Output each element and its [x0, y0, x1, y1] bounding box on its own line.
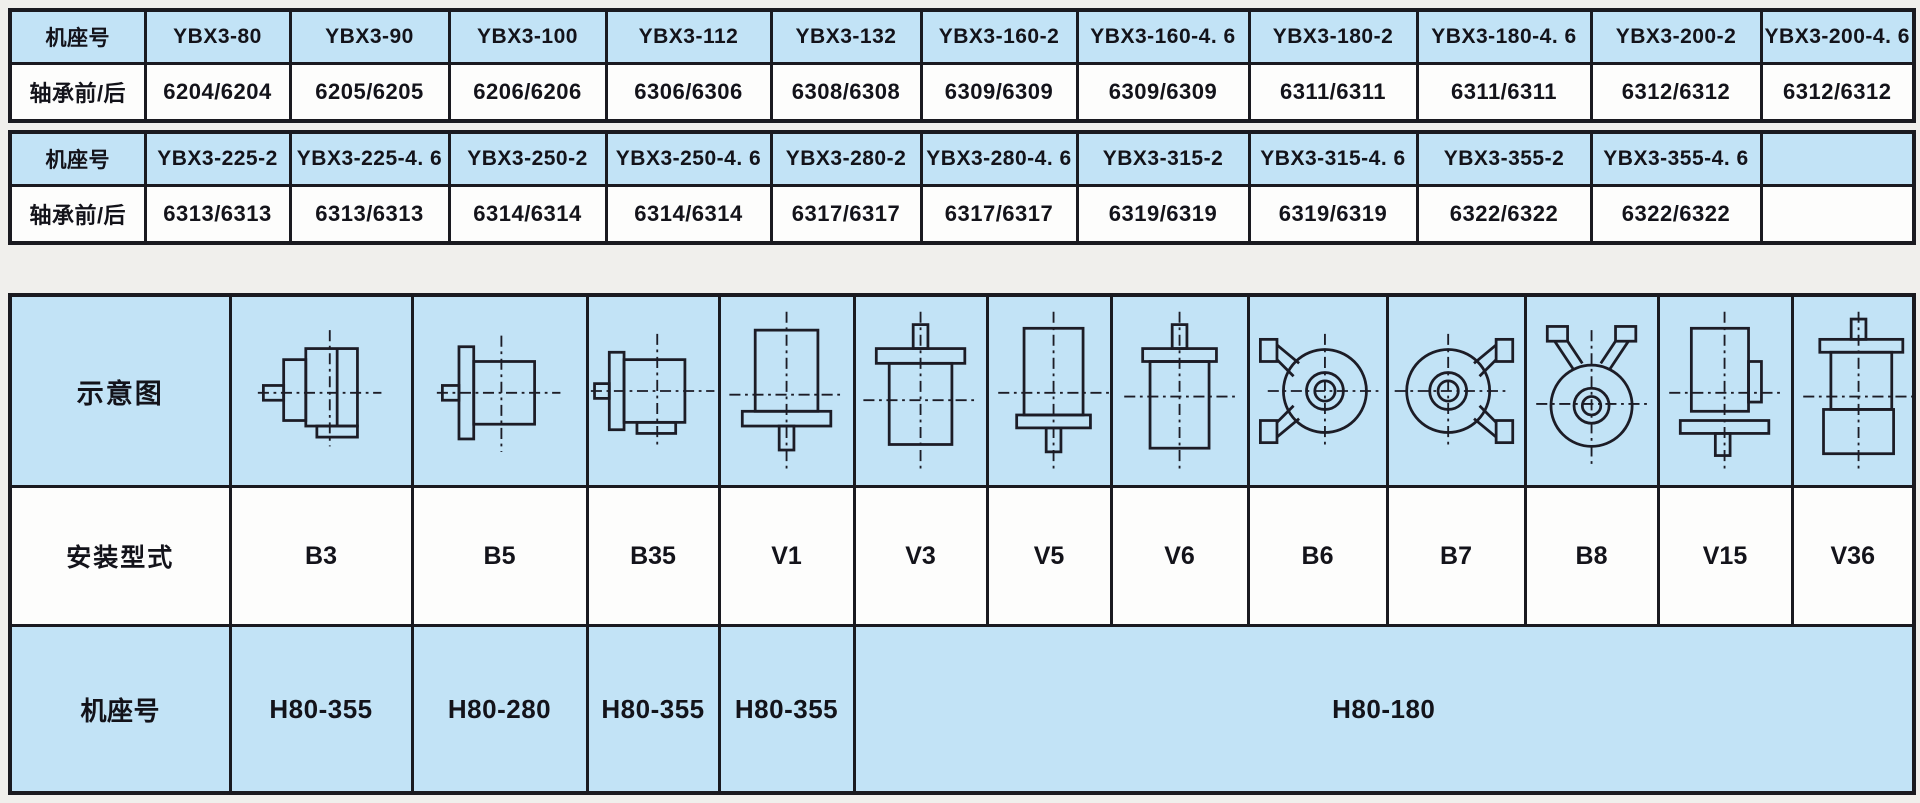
- mount-diagram-B35: [585, 293, 721, 488]
- frame-number-cell: YBX3-160-2: [919, 8, 1079, 65]
- frame-row-label: 机座号: [8, 8, 147, 65]
- bearing-pair-cell: 6308/6308: [769, 62, 923, 123]
- bearing-pair-cell: [1759, 184, 1916, 245]
- bearing-pair-cell: 6314/6314: [447, 184, 608, 245]
- v3-mount-diagram: [863, 311, 978, 471]
- mount-diagram-V15: [1656, 293, 1794, 488]
- frame-number-cell: YBX3-315-2: [1075, 130, 1251, 187]
- b7-mount-diagram: [1395, 333, 1515, 449]
- frame-number-cell: YBX3-225-4. 6: [288, 130, 451, 187]
- mounting-table: 示意图 安装型式 B3 B5 B35 V1 V3 V5 V6 B6 B7 B8 V15 V36 机座号 H80…: [8, 293, 1916, 795]
- v6-mount-diagram: [1124, 311, 1235, 471]
- frame-number-cell: YBX3-160-4. 6: [1075, 8, 1251, 65]
- frame-row-label: 机座号: [8, 130, 147, 187]
- v15-mount-diagram: [1669, 311, 1781, 471]
- b3-mount-diagram: [258, 330, 382, 447]
- frame-number-cell: YBX3-355-4. 6: [1589, 130, 1763, 187]
- bearing-table-1: 机座号 YBX3-80 YBX3-90 YBX3-100 YBX3-112 YBX3-13…: [8, 8, 1916, 123]
- bearing-pair-cell: 6319/6319: [1075, 184, 1251, 245]
- mount-type-cell: B3: [228, 485, 414, 627]
- mount-type-cell: B35: [585, 485, 721, 627]
- bearing-pair-cell: 6311/6311: [1415, 62, 1593, 123]
- frame-number-cell: YBX3-250-4. 6: [604, 130, 773, 187]
- mount-type-cell: V15: [1656, 485, 1794, 627]
- mount-type-cell: V36: [1790, 485, 1916, 627]
- mount-type-cell: V1: [717, 485, 856, 627]
- bearing-pair-cell: 6311/6311: [1247, 62, 1419, 123]
- frame-number-cell: YBX3-200-4. 6: [1759, 8, 1916, 65]
- bearing-pair-cell: 6309/6309: [1075, 62, 1251, 123]
- mount-diagram-B7: [1385, 293, 1527, 488]
- mount-type-cell: V5: [985, 485, 1113, 627]
- b5-mount-diagram: [436, 335, 561, 452]
- frame-number-cell: YBX3-180-2: [1247, 8, 1419, 65]
- v5-mount-diagram: [997, 311, 1108, 471]
- mount-type-cell: V6: [1109, 485, 1250, 627]
- diagram-row-label: 示意图: [8, 293, 232, 488]
- frame-range-cell: H80-355: [717, 624, 856, 795]
- type-row-label: 安装型式: [8, 485, 232, 627]
- mount-diagram-V36: [1790, 293, 1916, 488]
- frame-range-cell: H80-280: [410, 624, 589, 795]
- mount-type-cell: B6: [1246, 485, 1389, 627]
- v1-mount-diagram: [729, 311, 844, 471]
- b8-mount-diagram: [1536, 325, 1647, 465]
- bearing-pair-cell: 6204/6204: [143, 62, 292, 123]
- frame-number-cell: YBX3-355-2: [1415, 130, 1593, 187]
- frame-number-cell: YBX3-112: [604, 8, 773, 65]
- bearing-pair-cell: 6317/6317: [919, 184, 1079, 245]
- frame-range-cell: H80-355: [585, 624, 721, 795]
- frame-number-cell: YBX3-132: [769, 8, 923, 65]
- frame-range-cell: H80-355: [228, 624, 414, 795]
- mount-diagram-B5: [410, 293, 589, 488]
- bearing-pair-cell: 6313/6313: [288, 184, 451, 245]
- bearing-pair-cell: 6322/6322: [1589, 184, 1763, 245]
- frame-number-cell: YBX3-100: [447, 8, 608, 65]
- bearing-row-label: 轴承前/后: [8, 184, 147, 245]
- bearing-table-2: 机座号 YBX3-225-2 YBX3-225-4. 6 YBX3-250-2 YBX3…: [8, 130, 1916, 245]
- mount-diagram-V1: [717, 293, 856, 488]
- bearing-pair-cell: 6306/6306: [604, 62, 773, 123]
- mount-diagram-B6: [1246, 293, 1389, 488]
- mount-diagram-V3: [852, 293, 989, 488]
- frame-number-cell: YBX3-225-2: [143, 130, 292, 187]
- mount-diagram-B3: [228, 293, 414, 488]
- bearing-pair-cell: 6322/6322: [1415, 184, 1593, 245]
- mount-diagram-B8: [1523, 293, 1660, 488]
- frame-range-cell: H80-180: [852, 624, 1916, 795]
- b35-mount-diagram: [590, 333, 714, 449]
- frame-number-cell: YBX3-280-2: [769, 130, 923, 187]
- mount-diagram-V6: [1109, 293, 1250, 488]
- bearing-pair-cell: 6205/6205: [288, 62, 451, 123]
- frame-number-cell: YBX3-315-4. 6: [1247, 130, 1419, 187]
- bearing-pair-cell: 6309/6309: [919, 62, 1079, 123]
- bearing-row-label: 轴承前/后: [8, 62, 147, 123]
- bearing-pair-cell: 6206/6206: [447, 62, 608, 123]
- mount-type-cell: B8: [1523, 485, 1660, 627]
- frame-number-cell: YBX3-280-4. 6: [919, 130, 1079, 187]
- bearing-pair-cell: 6319/6319: [1247, 184, 1419, 245]
- table-divider-gap: [8, 123, 1912, 130]
- mount-type-cell: V3: [852, 485, 989, 627]
- frame-number-cell: [1759, 130, 1916, 187]
- b6-mount-diagram: [1258, 333, 1379, 449]
- frame-number-cell: YBX3-80: [143, 8, 292, 65]
- frame-number-cell: YBX3-90: [288, 8, 451, 65]
- bearing-pair-cell: 6312/6312: [1589, 62, 1763, 123]
- frame-number-cell: YBX3-180-4. 6: [1415, 8, 1593, 65]
- bearing-pair-cell: 6312/6312: [1759, 62, 1916, 123]
- frame-number-cell: YBX3-250-2: [447, 130, 608, 187]
- frame-range-row-label: 机座号: [8, 624, 232, 795]
- mount-type-cell: B5: [410, 485, 589, 627]
- mount-type-cell: B7: [1385, 485, 1527, 627]
- frame-number-cell: YBX3-200-2: [1589, 8, 1763, 65]
- bearing-pair-cell: 6313/6313: [143, 184, 292, 245]
- mount-diagram-V5: [985, 293, 1113, 488]
- bearing-pair-cell: 6314/6314: [604, 184, 773, 245]
- v36-mount-diagram: [1802, 311, 1911, 471]
- bearing-pair-cell: 6317/6317: [769, 184, 923, 245]
